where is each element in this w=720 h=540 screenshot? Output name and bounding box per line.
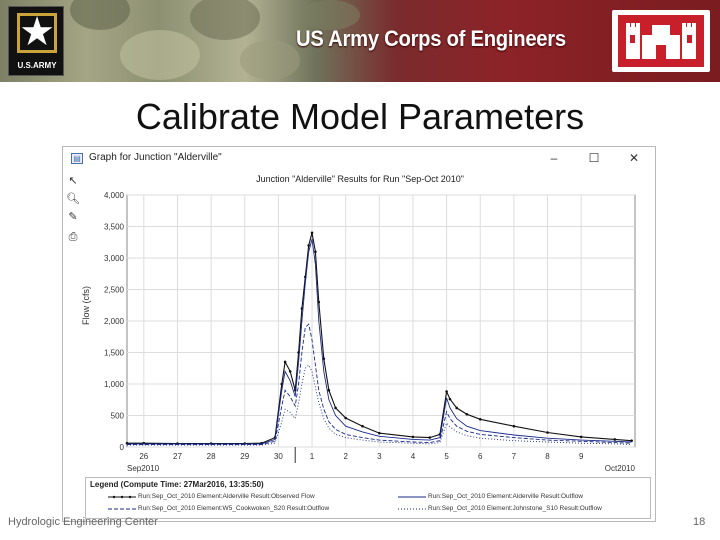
x-tick-label: 3	[377, 452, 382, 461]
observed-point	[613, 438, 617, 441]
observed-point	[283, 360, 287, 364]
observed-point	[630, 439, 633, 443]
y-tick-label: 1,000	[104, 380, 125, 389]
y-tick-label: 3,500	[104, 223, 125, 232]
close-button[interactable]: ✕	[628, 151, 640, 165]
x-tick-label: 8	[545, 452, 550, 461]
legend-entry-observed: Run:Sep_Oct_2010 Element:Alderville Resu…	[108, 492, 378, 502]
legend-title: Legend (Compute Time: 27Mar2016, 13:35:5…	[90, 480, 264, 489]
page-number: 18	[693, 516, 706, 528]
x-tick-label: 9	[579, 452, 584, 461]
pointer-icon[interactable]: ↖	[68, 174, 78, 187]
observed-point	[465, 412, 469, 416]
observed-point	[288, 370, 292, 373]
observed-point	[314, 250, 317, 253]
observed-point	[512, 424, 516, 428]
header-banner: ★ U.S.ARMY US Army Corps of Engineers	[0, 0, 720, 82]
zoom-icon[interactable]: 🔍︎	[66, 192, 80, 205]
x-tick-label: 26	[139, 452, 148, 461]
slide-title: Calibrate Model Parameters	[135, 96, 585, 137]
y-tick-label: 1,500	[104, 349, 125, 358]
observed-point	[322, 357, 326, 361]
legend-label: Run:Sep_Oct_2010 Element:W5_Cookwoken_S2…	[138, 505, 330, 512]
x-period-label: Oct2010	[605, 464, 636, 473]
observed-point	[378, 431, 381, 435]
legend-label: Run:Sep_Oct_2010 Element:Johnstone_S10 R…	[428, 505, 602, 512]
legend-label: Run:Sep_Oct_2010 Element:Alderville Resu…	[428, 493, 583, 500]
star-icon: ★	[19, 9, 55, 55]
graph-toolbar: ↖ 🔍︎ ✎ ⎙	[65, 173, 81, 263]
legend-label: Run:Sep_Oct_2010 Element:Alderville Resu…	[138, 493, 315, 500]
graph-app-icon: ▤	[71, 153, 83, 164]
army-logo-text: U.S.ARMY	[17, 61, 57, 70]
observed-point	[579, 435, 583, 439]
chart-legend: Legend (Compute Time: 27Mar2016, 13:35:5…	[85, 477, 651, 519]
flow-chart: 0 500 1,000 1,500 2,000 2,500 3,000 3,500 4,000 2…	[104, 191, 636, 473]
organization-name: US Army Corps of Engineers	[296, 26, 566, 51]
observed-point	[361, 424, 364, 428]
y-tick-label: 3,000	[104, 254, 125, 263]
observed-point	[455, 406, 458, 410]
y-tick-label: 500	[111, 412, 125, 421]
print-icon[interactable]: ⎙	[68, 230, 78, 243]
y-tick-label: 2,500	[104, 286, 125, 295]
x-tick-label: 7	[512, 452, 517, 461]
minimize-button[interactable]: –	[550, 151, 558, 165]
corps-castle-logo	[612, 10, 710, 72]
series-line-3	[127, 364, 632, 446]
y-tick-label: 4,000	[104, 191, 125, 200]
x-tick-label: 5	[444, 452, 449, 461]
x-tick-label: 1	[310, 452, 315, 461]
us-army-logo: ★ U.S.ARMY	[8, 6, 64, 76]
observed-point	[478, 417, 482, 421]
chart-title: Junction "Alderville" Results for Run "S…	[256, 174, 464, 184]
y-tick-label: 0	[120, 443, 125, 452]
window-title: Graph for Junction "Alderville"	[89, 152, 222, 163]
x-tick-label: 4	[411, 452, 416, 461]
graph-window: ▤ Graph for Junction "Alderville" – ☐ ✕ …	[62, 146, 656, 522]
x-tick-label: 29	[240, 452, 249, 461]
castle-icon	[626, 23, 696, 59]
observed-point	[307, 244, 310, 247]
observed-point	[546, 431, 549, 434]
observed-point	[344, 416, 347, 420]
observed-point	[327, 389, 331, 392]
legend-entry-outflow: Run:Sep_Oct_2010 Element:Alderville Resu…	[398, 492, 648, 502]
window-titlebar[interactable]: ▤ Graph for Junction "Alderville" – ☐ ✕	[63, 147, 655, 171]
x-tick-label: 28	[207, 452, 216, 461]
y-tick-label: 2,000	[104, 317, 125, 326]
observed-point	[334, 406, 337, 410]
observed-point	[310, 231, 314, 235]
footer-organization: Hydrologic Engineering Center	[8, 516, 158, 528]
x-tick-label: 27	[173, 452, 182, 461]
properties-icon[interactable]: ✎	[68, 210, 78, 223]
x-tick-label: 6	[478, 452, 483, 461]
series-line-2	[127, 323, 632, 445]
x-tick-label: 2	[343, 452, 348, 461]
legend-entry-johnstone: Run:Sep_Oct_2010 Element:Johnstone_S10 R…	[398, 504, 648, 514]
x-period-label: Sep2010	[127, 464, 160, 473]
observed-point	[428, 436, 432, 439]
observed-point	[411, 435, 415, 439]
observed-point	[445, 390, 448, 393]
maximize-button[interactable]: ☐	[588, 151, 600, 165]
observed-point	[448, 397, 452, 401]
x-tick-label: 30	[274, 452, 283, 461]
legend-entry-cookwoken: Run:Sep_Oct_2010 Element:W5_Cookwoken_S2…	[108, 504, 378, 514]
